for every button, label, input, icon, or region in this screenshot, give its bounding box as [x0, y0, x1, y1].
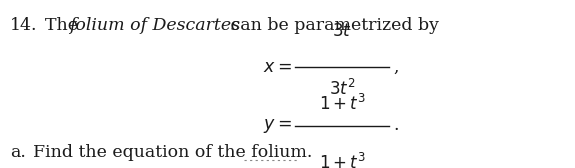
- Text: .: .: [394, 117, 400, 135]
- Text: 14.: 14.: [10, 17, 38, 34]
- Text: $3t$: $3t$: [332, 23, 352, 40]
- Text: a.: a.: [10, 144, 26, 161]
- Text: $x =$: $x =$: [263, 59, 292, 76]
- Text: $y =$: $y =$: [263, 117, 292, 135]
- Text: The: The: [45, 17, 83, 34]
- Text: can be parametrized by: can be parametrized by: [225, 17, 439, 34]
- Text: folium of Descartes: folium of Descartes: [69, 17, 240, 34]
- Text: Find the equation of the folium.: Find the equation of the folium.: [33, 144, 313, 161]
- Text: $1 + t^3$: $1 + t^3$: [319, 94, 366, 114]
- Text: ,: ,: [394, 59, 400, 76]
- Text: $3t^2$: $3t^2$: [329, 79, 355, 99]
- Text: $1 + t^3$: $1 + t^3$: [319, 153, 366, 168]
